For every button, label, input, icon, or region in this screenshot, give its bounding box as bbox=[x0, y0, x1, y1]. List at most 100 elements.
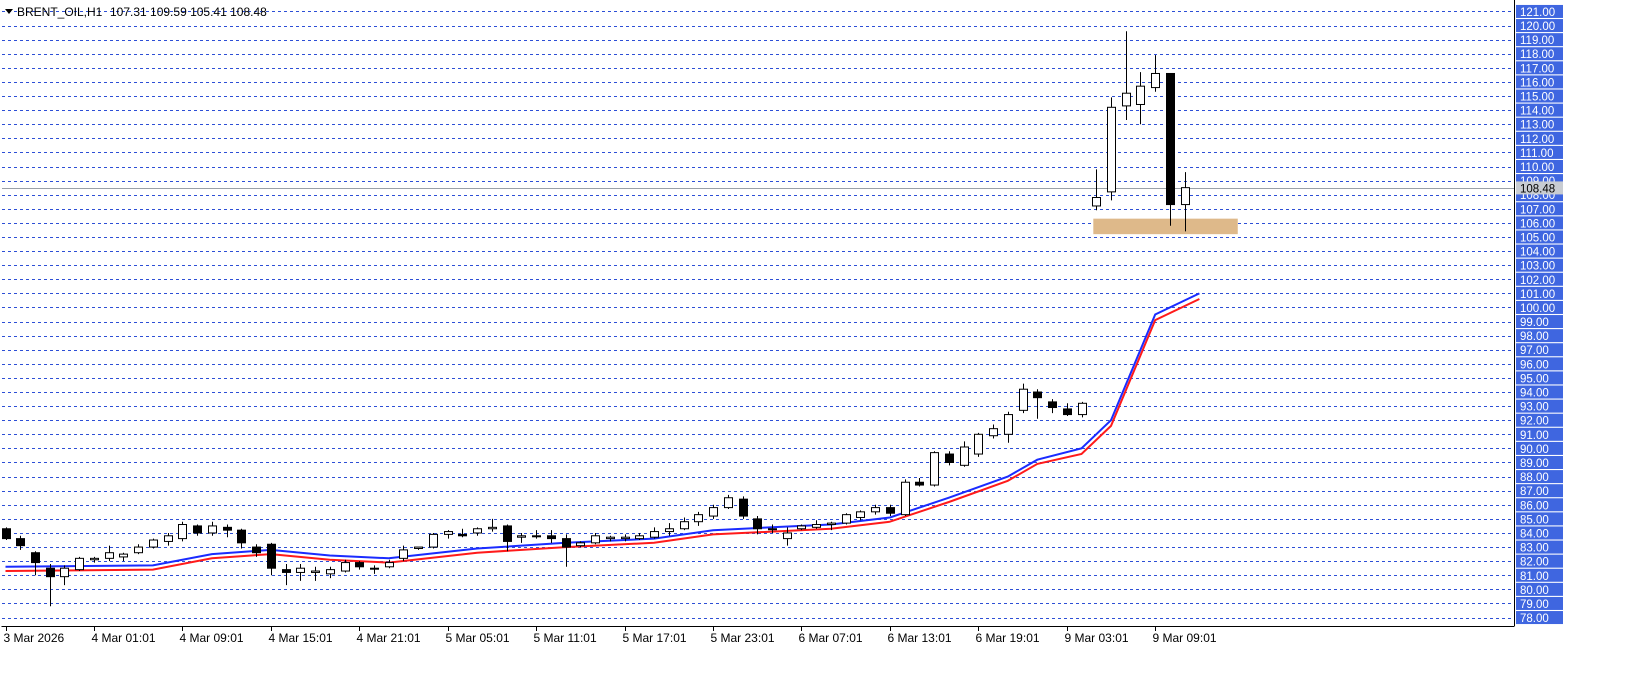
candle bbox=[385, 559, 394, 569]
candle-body bbox=[783, 532, 792, 540]
price-tick-label: 99.00 bbox=[1520, 317, 1549, 329]
time-tick-label: 6 Mar 07:01 bbox=[799, 631, 863, 645]
price-tick: 84.00 bbox=[1516, 526, 1563, 540]
time-tick-label: 4 Mar 01:01 bbox=[92, 631, 156, 645]
price-tick-bg bbox=[1516, 329, 1563, 343]
price-tick-bg bbox=[1516, 484, 1563, 498]
time-tick: 5 Mar 23:01 bbox=[711, 626, 775, 645]
price-tick-label: 87.00 bbox=[1520, 486, 1549, 498]
price-tick-label: 83.00 bbox=[1520, 543, 1549, 555]
price-tick-label: 112.00 bbox=[1520, 134, 1554, 146]
price-tick-label: 93.00 bbox=[1520, 402, 1549, 414]
candles bbox=[2, 31, 1190, 607]
candle-body bbox=[429, 533, 438, 548]
price-tick: 107.00 bbox=[1516, 202, 1563, 216]
candle-body bbox=[547, 535, 556, 540]
price-tick-bg bbox=[1516, 582, 1563, 596]
price-tick-label: 107.00 bbox=[1520, 204, 1555, 216]
candle-body bbox=[576, 542, 585, 547]
price-tick-bg bbox=[1516, 117, 1563, 131]
candle-body bbox=[473, 528, 482, 534]
price-tick: 79.00 bbox=[1516, 596, 1563, 611]
price-tick-bg bbox=[1516, 455, 1563, 469]
price-tick-bg bbox=[1516, 216, 1563, 230]
ma-slow-line bbox=[5, 298, 1200, 572]
candle bbox=[1004, 411, 1013, 443]
price-tick-bg bbox=[1516, 202, 1563, 216]
price-tick: 105.00 bbox=[1516, 230, 1563, 244]
candle-body bbox=[414, 546, 423, 549]
candle-body bbox=[606, 536, 615, 540]
price-tick-bg bbox=[1516, 145, 1563, 159]
candle-body bbox=[1122, 92, 1131, 107]
candle-body bbox=[562, 538, 571, 548]
price-tick-bg bbox=[1516, 4, 1563, 18]
price-axis[interactable]: 78.00 79.00 80.00 81.00 82.00 83.00 84.00 85.00… bbox=[1, 0, 1564, 627]
time-axis[interactable]: 3 Mar 2026 4 Mar 01:01 4 Mar 09:01 4 Mar 15… bbox=[4, 626, 1217, 645]
candle-body bbox=[1181, 187, 1190, 206]
candle bbox=[326, 566, 335, 579]
candle-body bbox=[856, 511, 865, 518]
price-tick-label: 121.00 bbox=[1520, 7, 1555, 19]
time-tick: 5 Mar 05:01 bbox=[446, 626, 510, 645]
price-tick-label: 118.00 bbox=[1520, 49, 1554, 61]
candle-body bbox=[532, 535, 541, 538]
price-tick-bg bbox=[1516, 540, 1563, 554]
candle bbox=[1181, 172, 1190, 232]
symbol-label: BRENT_OIL,H1 bbox=[17, 5, 103, 19]
price-tick-bg bbox=[1516, 554, 1563, 568]
candle bbox=[989, 424, 998, 439]
time-tick: 4 Mar 01:01 bbox=[92, 626, 156, 645]
candle bbox=[547, 530, 556, 543]
candle bbox=[237, 528, 246, 549]
candle bbox=[355, 561, 364, 570]
time-tick-label: 5 Mar 11:01 bbox=[534, 631, 597, 645]
candle bbox=[606, 535, 615, 542]
candle bbox=[208, 521, 217, 536]
price-tick-label: 79.00 bbox=[1520, 599, 1549, 611]
price-tick-label: 98.00 bbox=[1520, 331, 1549, 343]
time-tick: 3 Mar 2026 bbox=[4, 626, 65, 645]
candle-body bbox=[1151, 72, 1160, 89]
support-zone bbox=[1093, 218, 1238, 235]
price-tick-label: 115.00 bbox=[1520, 92, 1554, 104]
price-tick: 104.00 bbox=[1516, 244, 1563, 259]
candle bbox=[16, 535, 25, 550]
price-tick: 116.00 bbox=[1516, 75, 1563, 89]
price-tick: 98.00 bbox=[1516, 329, 1563, 343]
time-tick-label: 5 Mar 23:01 bbox=[711, 631, 775, 645]
price-tick-bg bbox=[1516, 385, 1563, 399]
price-tick: 106.00 bbox=[1516, 216, 1563, 230]
candle bbox=[414, 546, 423, 550]
candle bbox=[1166, 72, 1175, 226]
price-tick-label: 78.00 bbox=[1520, 613, 1549, 625]
candle-body bbox=[871, 507, 880, 513]
candle bbox=[46, 563, 55, 607]
candle-body bbox=[237, 529, 246, 544]
candle-body bbox=[1092, 197, 1101, 207]
candle-body bbox=[591, 535, 600, 544]
candle bbox=[1122, 31, 1131, 120]
time-tick: 5 Mar 17:01 bbox=[623, 626, 687, 645]
time-tick-label: 5 Mar 17:01 bbox=[623, 631, 687, 645]
candle bbox=[915, 478, 924, 487]
candle-body bbox=[208, 525, 217, 534]
candle bbox=[429, 532, 438, 549]
candle-body bbox=[827, 522, 836, 526]
candle bbox=[960, 441, 969, 467]
candle-body bbox=[149, 539, 158, 548]
price-tick-label: 92.00 bbox=[1520, 416, 1549, 428]
price-tick: 94.00 bbox=[1516, 385, 1563, 400]
price-tick-label: 100.00 bbox=[1520, 303, 1555, 315]
price-tick-bg bbox=[1516, 413, 1563, 427]
price-tick: 83.00 bbox=[1516, 540, 1563, 555]
candle bbox=[591, 532, 600, 545]
candle bbox=[60, 565, 69, 586]
candle-body bbox=[164, 535, 173, 542]
price-tick-bg bbox=[1516, 526, 1563, 540]
dropdown-triangle-icon[interactable] bbox=[5, 9, 13, 14]
candle-body bbox=[488, 526, 497, 530]
candle bbox=[1078, 401, 1087, 418]
